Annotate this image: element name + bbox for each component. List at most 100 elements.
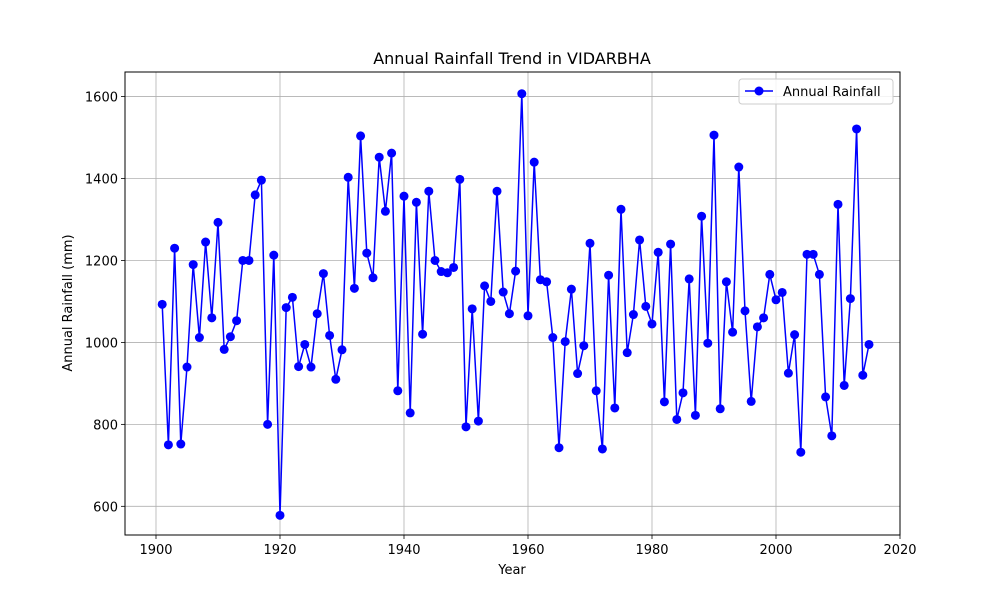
y-tick-label: 1600 <box>85 91 118 106</box>
data-point <box>250 190 260 200</box>
y-tick-label: 1200 <box>85 254 118 269</box>
data-point <box>349 283 359 293</box>
data-point <box>387 148 397 158</box>
plot-frame <box>124 71 901 536</box>
data-point <box>666 239 676 249</box>
data-point <box>523 311 533 321</box>
axis-ticks: 1900 1920 1940 1960 1980 2000 2020 600 800 1000 12… <box>85 91 917 558</box>
data-point <box>498 287 508 297</box>
data-point <box>163 440 173 450</box>
x-tick-label: 1900 <box>139 543 172 558</box>
data-point <box>684 274 694 284</box>
data-point <box>597 444 607 454</box>
data-point <box>833 199 843 209</box>
data-point <box>579 341 589 351</box>
y-axis-title: Annual Rainfall (mm) <box>61 234 76 371</box>
data-point <box>783 368 793 378</box>
data-point <box>461 422 471 432</box>
data-point <box>504 309 514 319</box>
data-point <box>709 130 719 140</box>
data-point <box>399 191 409 201</box>
data-point <box>269 250 279 260</box>
data-point <box>808 249 818 259</box>
x-tick-label: 1980 <box>635 543 668 558</box>
x-tick-label: 1920 <box>263 543 296 558</box>
data-point <box>610 403 620 413</box>
data-point <box>622 348 632 358</box>
data-point <box>300 339 310 349</box>
data-point <box>455 174 465 184</box>
data-point <box>759 313 769 323</box>
data-point <box>411 197 421 207</box>
data-point <box>225 332 235 342</box>
data-point <box>845 294 855 304</box>
data-point <box>628 310 638 320</box>
data-point <box>560 337 570 347</box>
data-point <box>591 386 601 396</box>
data-point <box>554 443 564 453</box>
grid-lines <box>125 72 901 535</box>
data-point <box>647 319 657 329</box>
data-point <box>690 410 700 420</box>
data-point <box>275 510 285 520</box>
data-point <box>703 338 713 348</box>
data-point <box>337 345 347 355</box>
data-point <box>839 380 849 390</box>
data-point <box>616 204 626 214</box>
data-point <box>728 327 738 337</box>
data-point <box>219 344 229 354</box>
data-point <box>492 186 502 196</box>
data-point <box>796 447 806 457</box>
data-point <box>635 235 645 245</box>
data-point <box>207 313 217 323</box>
data-point <box>418 329 428 339</box>
data-point <box>480 281 490 291</box>
data-point <box>176 439 186 449</box>
data-point <box>734 162 744 172</box>
legend-label: Annual Rainfall <box>783 85 881 100</box>
data-point <box>542 277 552 287</box>
data-point <box>263 419 273 429</box>
data-point <box>852 124 862 134</box>
data-point <box>740 306 750 316</box>
series-layer <box>157 89 874 520</box>
data-point <box>573 369 583 379</box>
x-tick-label: 1960 <box>511 543 544 558</box>
data-point <box>380 206 390 216</box>
data-point <box>312 309 322 319</box>
data-point <box>306 362 316 372</box>
data-point <box>287 292 297 302</box>
data-point <box>604 270 614 280</box>
data-point <box>678 388 688 398</box>
data-point <box>238 255 248 265</box>
data-point <box>486 296 496 306</box>
data-point <box>232 316 242 326</box>
x-tick-label: 2000 <box>759 543 792 558</box>
data-point <box>356 131 366 141</box>
data-point <box>430 255 440 265</box>
data-point <box>814 269 824 279</box>
x-tick-label: 2020 <box>883 543 916 558</box>
data-point <box>765 269 775 279</box>
y-tick-label: 1400 <box>85 173 118 188</box>
data-point <box>343 172 353 182</box>
data-point <box>442 268 452 278</box>
data-point <box>746 396 756 406</box>
data-point <box>449 262 459 272</box>
data-point <box>188 260 198 270</box>
data-point <box>368 273 378 283</box>
data-point <box>659 397 669 407</box>
y-tick-label: 800 <box>93 418 118 433</box>
data-point <box>858 370 868 380</box>
data-point <box>566 284 576 294</box>
data-point <box>467 304 477 314</box>
data-point <box>362 248 372 258</box>
data-point <box>473 416 483 426</box>
data-point <box>721 277 731 287</box>
data-point <box>182 362 192 372</box>
data-point <box>374 152 384 162</box>
chart-title: Annual Rainfall Trend in VIDARBHA <box>373 49 651 68</box>
data-point <box>752 322 762 332</box>
data-point <box>697 211 707 221</box>
data-point <box>325 330 335 340</box>
